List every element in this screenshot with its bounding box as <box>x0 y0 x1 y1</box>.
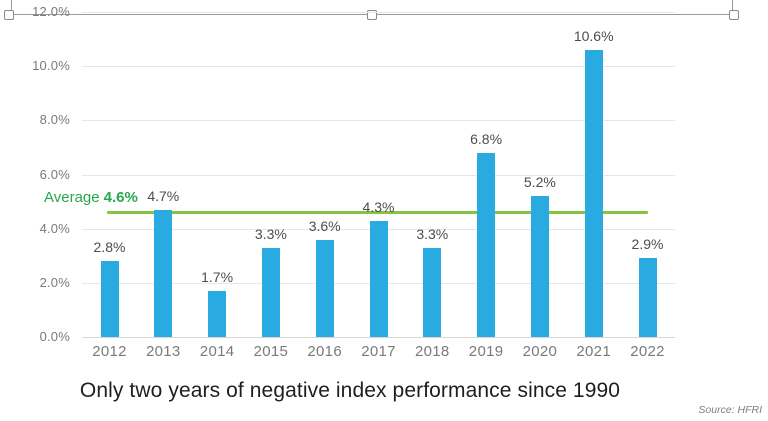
x-axis-tick-label: 2017 <box>361 343 396 360</box>
x-axis-tick-label: 2022 <box>630 343 665 360</box>
average-label: Average 4.6% <box>44 189 138 206</box>
bar-2015 <box>261 247 280 337</box>
selection-edge-right-icon <box>732 0 733 11</box>
x-axis-tick-label: 2015 <box>253 343 289 360</box>
bar-value-label: 6.8% <box>470 130 503 147</box>
bar-2014 <box>208 290 227 337</box>
chart-caption: Only two years of negative index perform… <box>79 379 621 402</box>
y-axis-tick-label: 0.0% <box>39 329 70 344</box>
x-axis-tick-label: 2012 <box>92 343 127 360</box>
average-label-value: 4.6% <box>103 189 138 206</box>
gridline-0.0% <box>82 337 675 338</box>
x-axis-tick-label: 2016 <box>307 343 342 360</box>
x-axis-tick-label: 2019 <box>468 343 504 360</box>
x-axis-tick-label: 2013 <box>146 343 181 360</box>
source-note: Source: HFRI <box>698 404 762 416</box>
gridline-6.0% <box>82 174 675 176</box>
bar-value-label: 3.6% <box>308 217 341 234</box>
bar-value-label: 4.3% <box>362 198 395 215</box>
bar-value-label: 3.3% <box>254 225 287 242</box>
bar-value-label: 5.2% <box>523 174 556 191</box>
bar-value-label: 10.6% <box>573 27 614 44</box>
y-axis-tick-label: 4.0% <box>39 220 70 236</box>
bar-value-label: 2.8% <box>93 239 126 256</box>
bar-value-label: 2.9% <box>631 236 664 253</box>
x-axis-tick-label: 2021 <box>576 343 611 360</box>
average-label-prefix: Average <box>44 189 100 206</box>
bar-2018 <box>423 247 442 337</box>
y-axis-tick-label: 8.0% <box>39 112 70 128</box>
y-axis-tick-label: 6.0% <box>39 166 70 182</box>
selection-edge-left-icon <box>11 0 12 13</box>
bar-value-label: 3.3% <box>416 225 449 242</box>
x-axis-tick-label: 2014 <box>199 343 235 360</box>
selection-handle-top-middle[interactable] <box>367 10 377 20</box>
bar-2016 <box>315 239 334 337</box>
bar-2017 <box>369 220 388 337</box>
bar-value-label: 4.7% <box>147 187 180 204</box>
selection-handle-top-right[interactable] <box>729 10 739 20</box>
bar-2013 <box>154 209 173 337</box>
bar-2021 <box>584 49 603 337</box>
bar-2020 <box>530 196 549 337</box>
selection-handle-top-left[interactable] <box>4 10 14 20</box>
gridline-12.0% <box>82 12 675 14</box>
y-axis-tick-label: 10.0% <box>32 58 70 74</box>
x-axis-tick-label: 2020 <box>522 343 558 360</box>
bar-2019 <box>477 152 496 337</box>
average-line <box>107 210 648 214</box>
x-axis-tick-label: 2018 <box>415 343 450 360</box>
y-axis-tick-label: 12.0% <box>32 4 70 20</box>
bar-2022 <box>638 258 657 337</box>
bar-2012 <box>100 261 119 337</box>
gridline-10.0% <box>82 66 675 68</box>
bar-value-label: 1.7% <box>201 268 234 285</box>
y-axis-tick-label: 2.0% <box>39 274 70 290</box>
gridline-8.0% <box>82 120 675 122</box>
